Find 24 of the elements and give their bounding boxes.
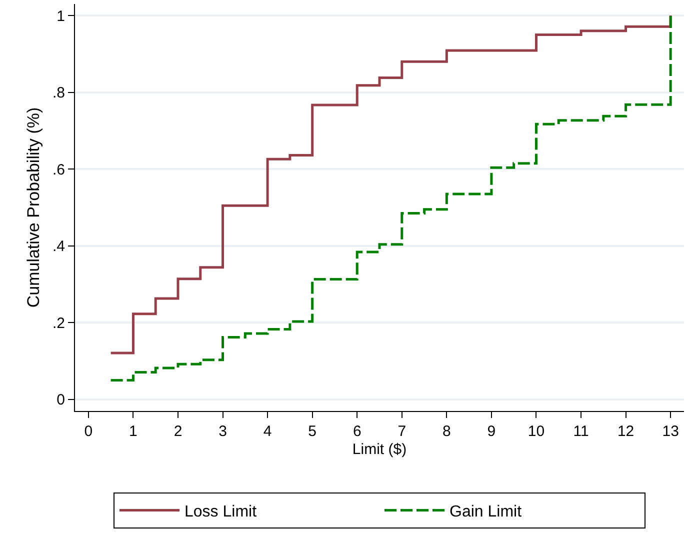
legend-label: Gain Limit	[450, 504, 522, 521]
legend-label: Loss Limit	[184, 504, 258, 521]
x-tick-label: 9	[487, 423, 496, 440]
x-tick-label: 7	[398, 423, 406, 440]
x-tick-label: 5	[308, 423, 316, 440]
y-tick-label: 0	[56, 392, 65, 409]
x-tick-label: 4	[263, 423, 272, 440]
x-tick-label: 1	[129, 423, 138, 440]
x-axis-title: Limit ($)	[352, 441, 407, 458]
y-tick-label: .8	[52, 84, 65, 102]
y-tick-label: .4	[52, 238, 65, 256]
x-tick-label: 0	[84, 423, 93, 440]
y-axis-title: Cumulative Probability (%)	[24, 107, 44, 308]
x-tick-label: 13	[662, 423, 679, 440]
y-tick-label: 1	[56, 8, 65, 25]
x-tick-label: 6	[352, 423, 362, 440]
x-tick-label: 8	[442, 423, 451, 440]
y-tick-label: .2	[52, 314, 65, 332]
x-tick-label: 2	[174, 423, 182, 440]
y-tick-label: .6	[52, 161, 65, 178]
x-tick-label: 3	[218, 423, 227, 440]
x-tick-label: 11	[573, 423, 589, 440]
x-tick-label: 10	[528, 423, 545, 440]
x-tick-label: 12	[617, 423, 634, 440]
